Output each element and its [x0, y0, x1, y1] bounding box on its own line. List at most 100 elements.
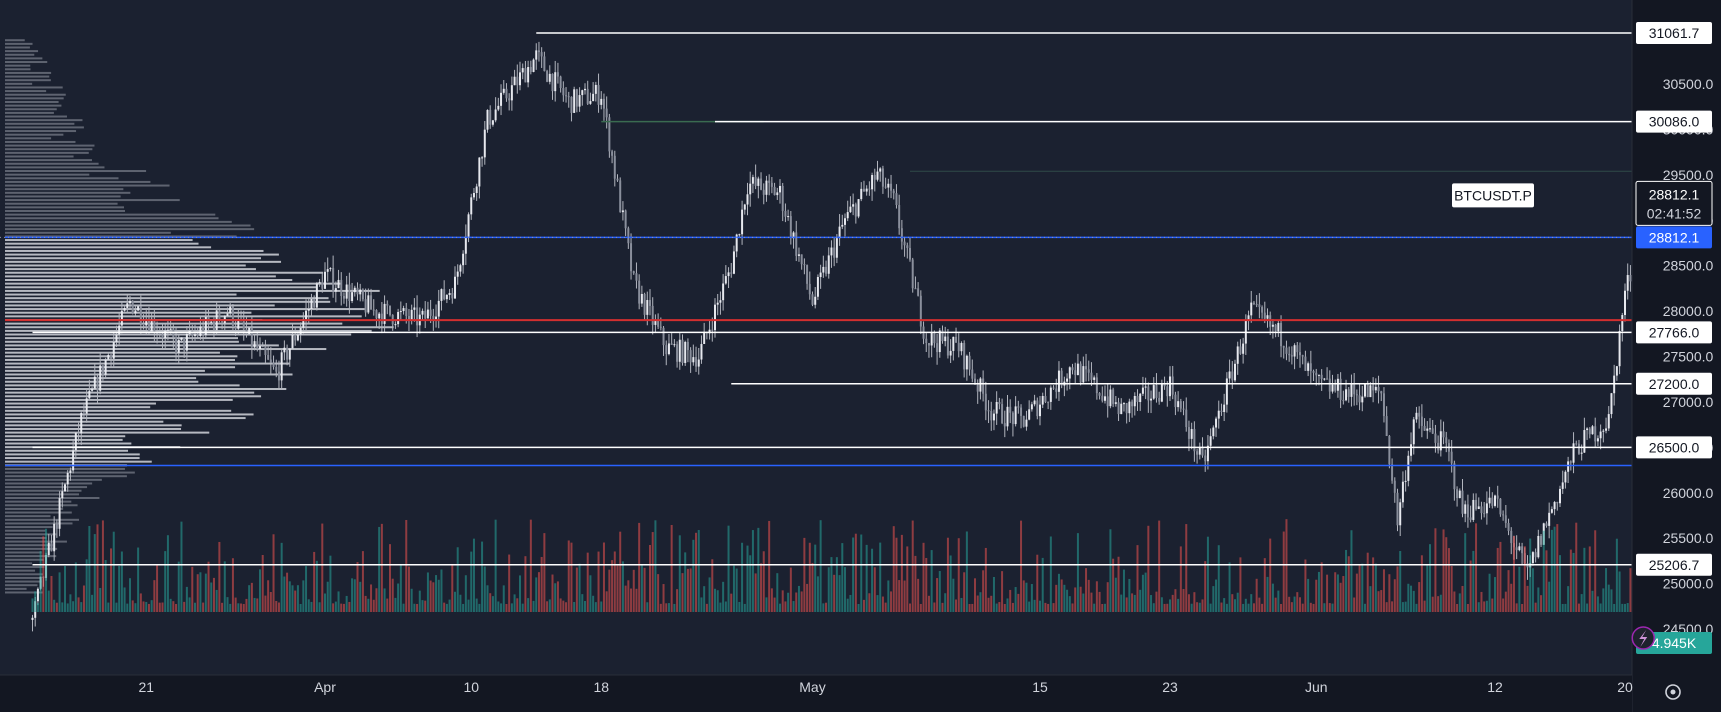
candle-body [665, 345, 668, 355]
candle-body [1147, 386, 1150, 401]
candle-body [1011, 412, 1014, 425]
profile-bar [5, 50, 39, 53]
candle-body [1626, 275, 1629, 291]
profile-bar [5, 406, 151, 409]
candle-body [348, 284, 351, 302]
candle-body [849, 206, 852, 213]
candle-body [727, 272, 730, 277]
candle-body [1020, 407, 1023, 416]
volume-bar [638, 522, 641, 612]
candle-body [876, 171, 879, 180]
candle-body [1515, 547, 1518, 551]
candle-body [305, 310, 308, 320]
volume-bar [1033, 599, 1036, 612]
candle-body [134, 310, 137, 314]
candle-body [678, 339, 681, 362]
volume-bar [862, 599, 865, 612]
candle-body [1485, 503, 1488, 514]
candle-body [765, 180, 768, 195]
candle-body [600, 98, 603, 105]
volume-bar [337, 591, 340, 612]
volume-bar [524, 556, 527, 612]
candle-body [80, 412, 83, 434]
candle-body [185, 334, 188, 351]
candle-body [621, 210, 624, 213]
candle-body [248, 327, 251, 334]
volume-bar [1480, 591, 1483, 612]
volume-bar [1355, 573, 1358, 612]
candle-body [548, 73, 551, 82]
volume-bar [137, 547, 140, 612]
candle-body [1304, 356, 1307, 371]
profile-bar [5, 398, 233, 401]
volume-bar [1271, 583, 1274, 612]
profile-bar [5, 177, 119, 180]
volume-bar [741, 542, 744, 612]
profile-bar [5, 242, 199, 245]
candle-body [502, 88, 505, 93]
volume-bar [175, 603, 178, 612]
volume-bar [391, 578, 394, 612]
candle-body [58, 498, 61, 529]
volume-bar [478, 603, 481, 612]
candle-body [1456, 489, 1459, 499]
candle-body [979, 378, 982, 392]
candle-body [445, 295, 448, 300]
candle-body [231, 306, 234, 328]
volume-bar [302, 580, 305, 612]
candle-body [513, 76, 516, 86]
volume-bar [1510, 583, 1513, 612]
candle-body [968, 355, 971, 370]
candle-body [567, 96, 570, 98]
volume-bar [169, 598, 172, 612]
volume-bar [1125, 597, 1128, 612]
volume-bar [1282, 531, 1285, 612]
volume-bar [1523, 546, 1526, 612]
volume-bar [1196, 602, 1199, 612]
profile-bar [5, 449, 129, 452]
volume-bar [1580, 594, 1583, 612]
candle-body [627, 228, 630, 244]
profile-bar [5, 108, 57, 111]
volume-bar [410, 588, 413, 612]
profile-bar [5, 402, 156, 405]
volume-bar [1429, 544, 1431, 612]
candle-body [1095, 377, 1098, 394]
volume-bar [1534, 602, 1537, 612]
volume-bar [50, 576, 53, 612]
volume-bar [692, 539, 695, 612]
candle-body [175, 337, 178, 353]
volume-bar [1285, 519, 1288, 612]
candle-body [123, 307, 126, 311]
time-axis[interactable] [0, 675, 1632, 712]
volume-bar [1025, 582, 1028, 612]
candle-body [505, 88, 508, 99]
volume-bar [1160, 597, 1163, 612]
volume-bar [199, 572, 202, 612]
candle-body [1174, 394, 1177, 408]
volume-bar [456, 547, 459, 612]
volume-bar [543, 533, 546, 612]
volume-bar [1507, 570, 1510, 612]
volume-bar [751, 530, 754, 612]
candle-body [686, 341, 689, 351]
candle-body [1152, 385, 1155, 399]
settings-gear-icon[interactable] [1665, 684, 1681, 700]
volume-bar [226, 597, 229, 612]
candle-body [762, 189, 765, 195]
volume-bar [267, 580, 270, 612]
candle-body [946, 336, 949, 356]
volume-bar [659, 603, 662, 612]
volume-bar [662, 584, 665, 612]
candle-body [1285, 347, 1288, 354]
volume-bar [852, 537, 855, 612]
volume-bar [876, 595, 879, 612]
volume-bar [784, 601, 787, 612]
candle-body [927, 342, 930, 346]
volume-bar [1309, 602, 1312, 612]
volume-bar [1613, 603, 1616, 612]
profile-bar [5, 249, 264, 252]
volume-bar [1266, 576, 1269, 612]
